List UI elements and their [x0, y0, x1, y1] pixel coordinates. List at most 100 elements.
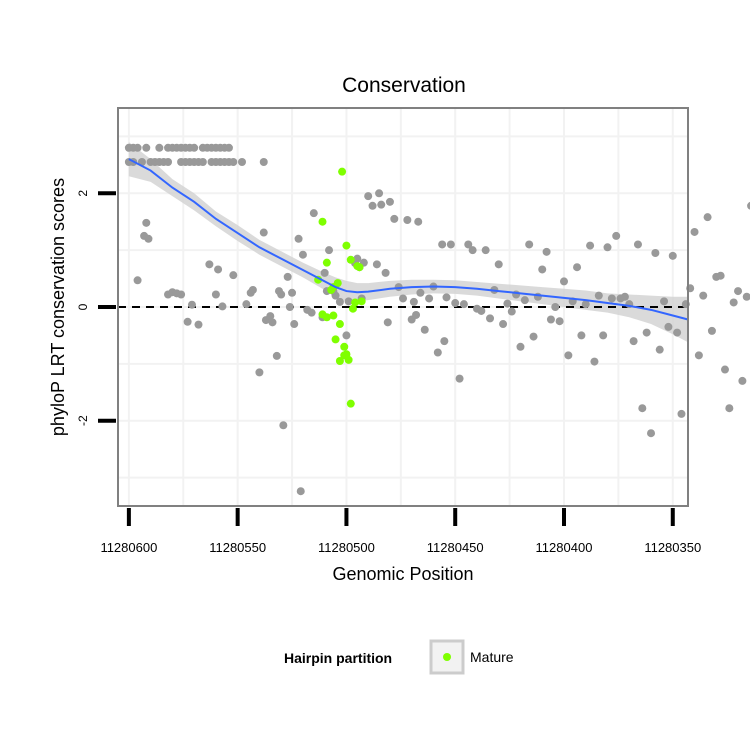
point-other-59 — [248, 285, 257, 294]
point-other-175 — [699, 291, 708, 300]
point-other-56 — [229, 271, 238, 280]
point-other-113 — [433, 348, 442, 357]
point-other-114 — [438, 240, 447, 249]
point-mature-8 — [322, 258, 331, 267]
point-other-125 — [481, 246, 490, 255]
point-other-107 — [412, 310, 421, 319]
point-other-60 — [255, 368, 264, 377]
point-other-80 — [320, 268, 329, 277]
point-other-167 — [664, 322, 673, 331]
point-mature-7 — [318, 217, 327, 226]
point-other-40 — [259, 158, 268, 167]
point-mature-5 — [355, 263, 364, 272]
x-tick-label-4: 11280400 — [536, 540, 593, 555]
point-other-115 — [440, 337, 449, 346]
confidence-band — [128, 142, 688, 343]
point-other-140 — [546, 315, 555, 324]
point-other-186 — [747, 201, 750, 210]
point-other-157 — [620, 292, 629, 301]
point-other-78 — [309, 209, 318, 218]
point-other-128 — [494, 260, 503, 269]
point-other-108 — [414, 217, 423, 226]
point-other-63 — [266, 312, 275, 321]
y-axis-ticks: -2 0 2 — [76, 190, 116, 426]
point-other-143 — [559, 277, 568, 286]
point-other-103 — [399, 294, 407, 303]
point-mature-6 — [357, 297, 366, 306]
point-other-43 — [142, 218, 151, 227]
point-mature-2 — [346, 255, 355, 264]
point-other-65 — [272, 351, 281, 360]
point-other-82 — [325, 246, 334, 255]
point-other-87 — [344, 297, 353, 306]
point-other-51 — [194, 320, 203, 329]
point-other-77 — [307, 308, 316, 317]
point-mature-15 — [329, 311, 338, 320]
point-other-2 — [133, 143, 142, 152]
point-other-104 — [403, 216, 412, 225]
point-other-166 — [660, 297, 669, 306]
point-other-74 — [296, 487, 305, 496]
point-other-134 — [520, 296, 529, 305]
legend: Hairpin partition Mature — [284, 639, 514, 675]
x-tick-label-2: 11280500 — [318, 540, 375, 555]
point-other-148 — [581, 300, 590, 309]
confidence-band-group — [128, 142, 688, 343]
point-other-164 — [651, 248, 660, 257]
point-other-98 — [381, 268, 390, 277]
point-other-67 — [277, 290, 286, 299]
point-other-50 — [187, 300, 196, 309]
point-other-162 — [642, 328, 651, 337]
point-mature-16 — [335, 320, 344, 329]
point-other-118 — [451, 299, 460, 308]
point-other-86 — [342, 331, 351, 340]
point-other-141 — [551, 303, 560, 311]
point-other-11 — [190, 143, 199, 152]
point-other-176 — [703, 213, 712, 222]
point-mature-23 — [346, 399, 355, 408]
point-other-120 — [459, 300, 468, 309]
y-tick-label-1: 0 — [76, 303, 90, 310]
x-axis-ticks: 11280600 11280550 11280500 11280450 11280400… — [100, 508, 701, 555]
x-tick-label-5: 11280350 — [644, 540, 701, 555]
points-mature-group — [314, 167, 366, 408]
point-other-159 — [629, 337, 638, 346]
point-other-44 — [144, 234, 153, 243]
point-mature-0 — [338, 167, 347, 176]
point-other-177 — [707, 326, 716, 335]
point-other-181 — [725, 404, 734, 413]
point-other-121 — [464, 240, 473, 249]
point-other-154 — [607, 294, 616, 303]
point-other-39 — [238, 158, 247, 167]
point-other-136 — [529, 332, 538, 341]
point-mature-24 — [351, 298, 360, 307]
point-other-93 — [364, 192, 373, 201]
point-other-135 — [525, 240, 534, 249]
point-other-161 — [638, 404, 647, 413]
smooth-line — [128, 158, 689, 321]
x-tick-label-1: 11280550 — [209, 540, 266, 555]
point-other-32 — [198, 158, 207, 167]
point-other-169 — [673, 328, 682, 337]
point-mature-11 — [333, 279, 342, 288]
point-other-72 — [290, 320, 299, 329]
point-other-68 — [279, 421, 288, 430]
chart-title: Conservation — [342, 74, 466, 97]
y-tick-label-0: -2 — [76, 415, 90, 426]
point-other-99 — [383, 318, 392, 327]
point-other-117 — [446, 240, 455, 249]
point-other-179 — [716, 271, 725, 280]
point-other-4 — [155, 143, 164, 152]
point-other-173 — [690, 227, 699, 236]
point-other-70 — [285, 303, 294, 311]
point-other-69 — [283, 272, 292, 281]
x-tick-label-0: 11280600 — [100, 540, 157, 555]
point-other-85 — [335, 297, 344, 306]
point-other-124 — [477, 306, 486, 315]
point-other-182 — [729, 298, 738, 307]
point-other-163 — [647, 429, 656, 438]
point-other-101 — [390, 214, 399, 223]
legend-label-mature: Mature — [470, 649, 514, 665]
point-mature-22 — [340, 351, 349, 360]
